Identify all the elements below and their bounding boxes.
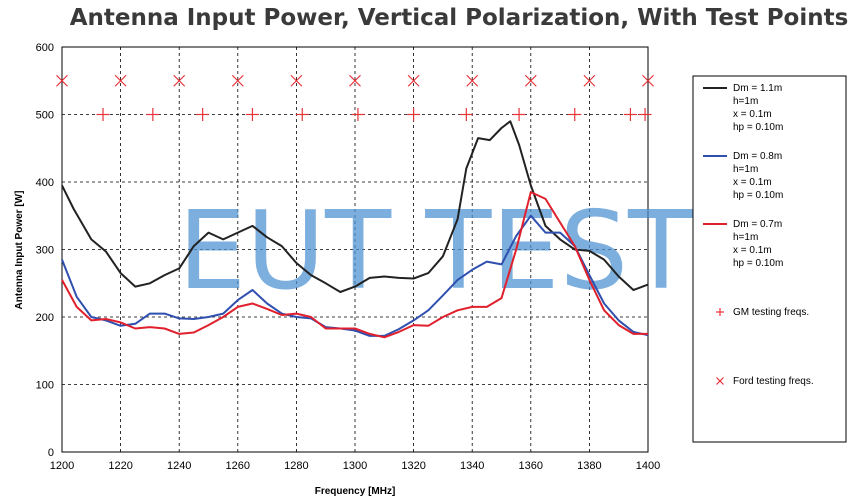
legend-label: GM testing freqs. — [733, 307, 809, 318]
watermark: EUT TEST — [178, 189, 695, 314]
x-axis-label: Frequency [MHz] — [315, 486, 396, 497]
legend-label: h=1m — [733, 164, 758, 175]
gm-test-point — [295, 108, 309, 121]
x-tick-label: 1260 — [226, 460, 250, 472]
gm-test-point — [351, 108, 365, 121]
series-line-3 — [61, 191, 648, 339]
y-axis-label: Antenna Input Power [W] — [14, 191, 25, 310]
ford-test-point — [349, 74, 361, 87]
chart-title: Antenna Input Power, Vertical Polarizati… — [70, 5, 849, 31]
series-layer — [61, 120, 649, 339]
gm-test-point — [407, 108, 421, 121]
y-tick-label: 200 — [36, 312, 54, 324]
series-line-2 — [61, 214, 649, 337]
legend-label: hp = 0.10m — [733, 190, 783, 201]
gm-test-point — [146, 108, 160, 121]
y-tick-label: 500 — [36, 110, 54, 122]
legend-ford-symbol — [716, 377, 724, 385]
ford-test-point — [642, 74, 654, 87]
legend-label: h=1m — [733, 232, 758, 243]
legend-label: x = 0.1m — [733, 109, 772, 120]
gm-test-point — [623, 108, 637, 121]
ford-test-point — [466, 74, 479, 87]
ford-test-point — [173, 74, 186, 87]
gm-test-point — [638, 108, 652, 121]
legend-label: Dm = 1.1m — [733, 83, 782, 94]
legend-label: x = 0.1m — [733, 245, 772, 256]
gm-test-point — [245, 108, 259, 121]
x-tick-label: 1300 — [343, 460, 367, 472]
legend-label: x = 0.1m — [733, 177, 772, 188]
y-tick-label: 100 — [36, 380, 54, 392]
y-tick-label: 400 — [36, 177, 54, 189]
x-tick-label: 1200 — [50, 460, 74, 472]
plot-frame — [61, 46, 649, 453]
legend-box — [692, 75, 847, 443]
legend-label: hp = 0.10m — [733, 258, 783, 269]
tick-labels: 1200 1220 1240 1260 1280 1300 1320 1340 1360 1380… — [36, 42, 661, 472]
y-tick-label: 0 — [48, 447, 54, 459]
x-tick-label: 1240 — [167, 460, 191, 472]
gm-test-point — [96, 108, 110, 121]
y-tick-label: 300 — [36, 245, 54, 257]
legend-label: Dm = 0.7m — [733, 219, 782, 230]
ford-test-point — [56, 74, 68, 87]
legend: Dm = 1.1m h=1m x = 0.1m hp = 0.10m Dm = 0.8m… — [703, 83, 814, 387]
x-tick-label: 1320 — [401, 460, 425, 472]
x-tick-label: 1340 — [460, 460, 484, 472]
legend-label: hp = 0.10m — [733, 122, 783, 133]
legend-label: Ford testing freqs. — [733, 376, 814, 387]
gm-test-point — [512, 108, 526, 121]
ford-test-point — [524, 74, 537, 87]
x-tick-label: 1280 — [284, 460, 308, 472]
series-line-1 — [61, 120, 649, 293]
x-tick-label: 1220 — [108, 460, 132, 472]
x-tick-label: 1380 — [577, 460, 601, 472]
gm-test-point — [568, 108, 582, 121]
x-tick-label: 1360 — [519, 460, 543, 472]
ford-test-point — [583, 74, 596, 87]
legend-label: h=1m — [733, 96, 758, 107]
ford-test-point — [231, 74, 244, 87]
ford-test-point — [407, 74, 420, 87]
x-tick-label: 1400 — [636, 460, 660, 472]
legend-label: Dm = 0.8m — [733, 151, 782, 162]
gm-test-point — [196, 108, 210, 121]
y-tick-label: 600 — [36, 42, 54, 54]
legend-gm-symbol — [716, 308, 724, 316]
marker-layer — [56, 74, 654, 121]
ford-test-point — [114, 74, 127, 87]
ford-test-point — [290, 74, 303, 87]
gm-test-point — [459, 108, 473, 121]
